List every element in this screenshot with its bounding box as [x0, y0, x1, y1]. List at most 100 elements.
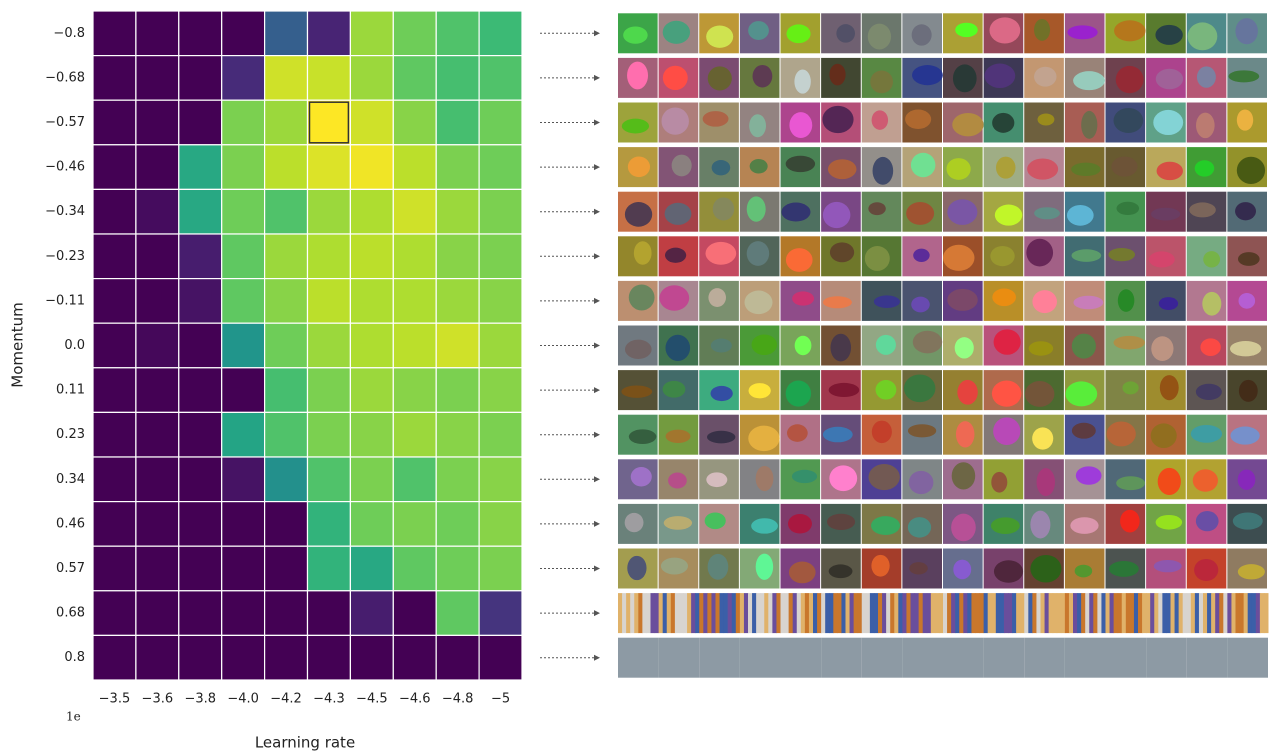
heatmap-cell: [306, 99, 352, 146]
sample-subject: [1071, 333, 1096, 359]
sample-subject: [952, 64, 977, 93]
sample-subject: [1151, 336, 1174, 361]
heatmap-cell: [135, 545, 180, 592]
y-tick-label: 0.23: [56, 427, 85, 442]
heatmap-cell: [264, 367, 309, 413]
heatmap-cell: [349, 322, 394, 369]
sample-subject: [624, 202, 653, 227]
sample-subject: [659, 285, 690, 311]
sample-stripe: [902, 593, 907, 634]
sample-subject: [871, 516, 901, 536]
sample-row: [618, 236, 1267, 277]
sample-stripe: [715, 593, 721, 634]
sample-subject: [990, 245, 1015, 267]
sample-subject: [781, 202, 811, 222]
sample-stripe: [1182, 593, 1188, 634]
heatmap-cell: [264, 99, 309, 146]
sample-subject: [705, 241, 737, 265]
heatmap-cell: [178, 634, 223, 681]
sample-row: [618, 593, 1269, 634]
sample-stripe: [1073, 593, 1078, 634]
sample-stripe: [723, 593, 729, 634]
sample-subject: [661, 107, 689, 135]
sample-subject: [1122, 381, 1139, 395]
sample-subject: [1116, 476, 1146, 491]
heatmap-cell: [392, 233, 437, 280]
sample-subject: [624, 512, 644, 533]
sample-stripe: [971, 593, 976, 634]
heatmap-cell: [306, 278, 352, 324]
sample-stripe: [1068, 593, 1074, 634]
sample-subject: [984, 63, 1016, 88]
sample-subject: [953, 559, 972, 580]
sample-subject: [1159, 375, 1179, 401]
heatmap-cell: [349, 411, 394, 458]
heatmap-cell: [135, 456, 180, 503]
heatmap-cell: [92, 233, 137, 280]
heatmap-cell: [349, 144, 394, 191]
sample-subject: [710, 338, 732, 353]
sample-stripe: [768, 593, 773, 634]
sample-subject: [991, 380, 1022, 407]
sample-subject: [993, 329, 1021, 355]
sample-subject: [822, 105, 854, 134]
x-tick-label: −4.6: [399, 692, 431, 707]
sample-stripe: [752, 593, 757, 634]
heatmap-cell: [264, 144, 309, 191]
sample-subject: [905, 109, 932, 129]
sample-subject: [746, 196, 766, 222]
sample-row: [618, 414, 1267, 455]
sample-stripe: [1028, 593, 1033, 634]
y-tick-label: 0.46: [56, 516, 85, 531]
sample-stripe: [731, 593, 737, 634]
x-tick-label: −4.8: [442, 692, 474, 707]
heatmap-cell: [349, 367, 394, 413]
sample-image: [1105, 637, 1147, 678]
sample-subject: [829, 63, 846, 86]
sample-subject: [1034, 207, 1060, 220]
heatmap-cell: [264, 501, 309, 547]
sample-subject: [665, 334, 691, 361]
sample-stripe: [829, 593, 834, 634]
sample-stripe: [967, 593, 972, 634]
sample-subject: [1115, 65, 1144, 94]
heatmap-cell: [306, 188, 352, 235]
heatmap-cell: [178, 10, 223, 57]
sample-stripe: [1207, 593, 1212, 634]
sample-subject: [1024, 380, 1055, 407]
sample-subject: [909, 562, 928, 575]
sample-stripe: [687, 593, 692, 634]
sample-subject: [992, 288, 1016, 307]
sample-subject: [785, 380, 812, 407]
sample-stripe: [910, 593, 916, 634]
sample-subject: [712, 197, 735, 221]
sample-stripe: [1056, 593, 1062, 634]
sample-subject: [947, 199, 978, 225]
sample-subject: [1148, 251, 1175, 268]
sample-stripe: [890, 593, 895, 634]
sample-stripe: [707, 593, 712, 634]
sample-stripe: [983, 593, 989, 634]
sample-subject: [829, 465, 858, 492]
heatmap-cell: [478, 634, 523, 681]
sample-stripe: [1117, 593, 1123, 634]
heatmap-cell: [435, 233, 480, 280]
sample-row: [618, 325, 1267, 366]
y-tick-label: 0.68: [56, 606, 85, 621]
heatmap-cell: [478, 10, 523, 57]
heatmap-cell: [92, 188, 137, 235]
sample-subject: [1116, 201, 1140, 216]
sample-stripe: [650, 593, 656, 634]
sample-subject: [1120, 509, 1140, 533]
sample-stripe: [1032, 593, 1037, 634]
sample-stripe: [918, 593, 924, 634]
heatmap-cell: [221, 456, 266, 503]
heatmap-cell: [435, 54, 480, 101]
sample-image: [618, 637, 659, 678]
heatmap-cell: [478, 278, 523, 324]
sample-stripe: [1085, 593, 1090, 634]
sample-subject: [1151, 207, 1181, 221]
sample-subject: [1030, 554, 1062, 583]
sample-stripe: [898, 593, 903, 634]
heatmap-cell: [264, 545, 309, 592]
